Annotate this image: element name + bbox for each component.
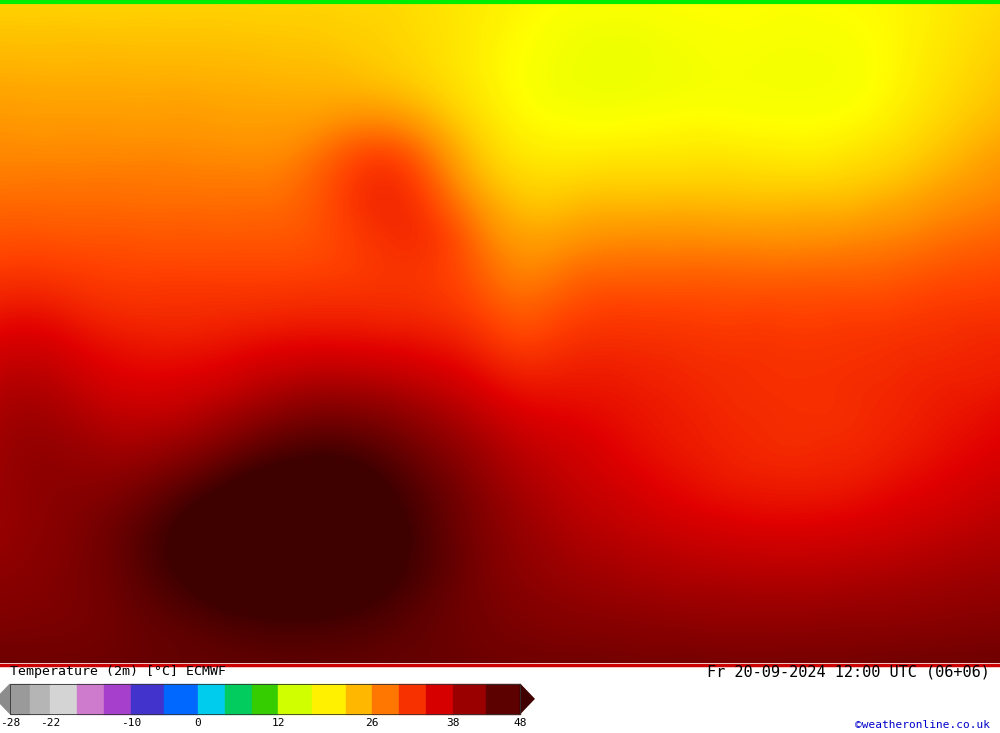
Bar: [104, 685, 131, 713]
Bar: [10, 685, 30, 713]
Bar: [346, 685, 372, 713]
Bar: [225, 685, 252, 713]
Bar: [426, 685, 453, 713]
Bar: [278, 685, 312, 713]
Text: 48: 48: [513, 718, 527, 728]
Text: 38: 38: [446, 718, 460, 728]
Text: 12: 12: [272, 718, 285, 728]
Bar: [198, 685, 225, 713]
Text: -22: -22: [40, 718, 60, 728]
Text: ©weatheronline.co.uk: ©weatheronline.co.uk: [855, 721, 990, 730]
Polygon shape: [520, 685, 534, 713]
Text: Temperature (2m) [°C] ECMWF: Temperature (2m) [°C] ECMWF: [10, 665, 226, 678]
Bar: [131, 685, 164, 713]
Text: 0: 0: [195, 718, 201, 728]
Polygon shape: [0, 685, 10, 713]
Bar: [50, 685, 77, 713]
Bar: [312, 685, 346, 713]
Bar: [77, 685, 104, 713]
Bar: [30, 685, 50, 713]
Bar: [453, 685, 486, 713]
Bar: [164, 685, 198, 713]
Bar: [399, 685, 426, 713]
Bar: [372, 685, 399, 713]
Bar: [252, 685, 278, 713]
Bar: [486, 685, 520, 713]
Text: 26: 26: [366, 718, 379, 728]
Text: -28: -28: [0, 718, 20, 728]
Bar: [10, 685, 520, 713]
Text: -10: -10: [121, 718, 141, 728]
Text: Fr 20-09-2024 12:00 UTC (06+06): Fr 20-09-2024 12:00 UTC (06+06): [707, 665, 990, 679]
